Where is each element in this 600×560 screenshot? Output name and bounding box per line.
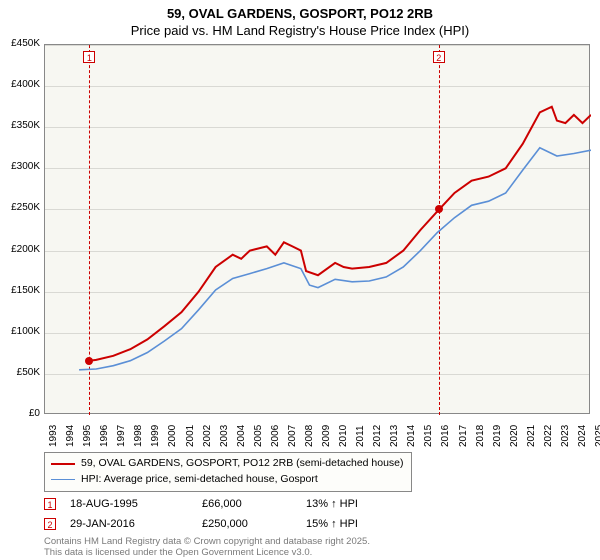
xtick-label: 1994 xyxy=(65,425,76,447)
xtick-label: 2008 xyxy=(304,425,315,447)
xtick-label: 2017 xyxy=(458,425,469,447)
xtick-label: 2007 xyxy=(287,425,298,447)
series-hpi xyxy=(79,148,591,370)
xtick-label: 2012 xyxy=(372,425,383,447)
ytick-label: £300K xyxy=(0,161,40,172)
plot-background: 12 xyxy=(44,44,590,414)
xtick-label: 2022 xyxy=(543,425,554,447)
xtick-label: 2016 xyxy=(440,425,451,447)
attribution-line1: Contains HM Land Registry data © Crown c… xyxy=(44,536,370,547)
xtick-label: 1993 xyxy=(48,425,59,447)
xtick-label: 2024 xyxy=(577,425,588,447)
xtick-label: 1996 xyxy=(99,425,110,447)
marker-box-2: 2 xyxy=(433,51,445,63)
ytick-label: £100K xyxy=(0,326,40,337)
chart-area: 12 xyxy=(44,44,590,414)
sale-date: 29-JAN-2016 xyxy=(70,518,188,530)
sale-pct: 15% ↑ HPI xyxy=(306,518,358,530)
ytick-label: £150K xyxy=(0,285,40,296)
xtick-label: 1995 xyxy=(82,425,93,447)
xtick-label: 2014 xyxy=(406,425,417,447)
ytick-label: £0 xyxy=(0,408,40,419)
ytick-label: £200K xyxy=(0,244,40,255)
title-line1: 59, OVAL GARDENS, GOSPORT, PO12 2RB xyxy=(0,6,600,23)
xtick-label: 2015 xyxy=(423,425,434,447)
chart-container: 59, OVAL GARDENS, GOSPORT, PO12 2RB Pric… xyxy=(0,0,600,560)
xtick-label: 1997 xyxy=(116,425,127,447)
sale-marker: 2 xyxy=(44,518,56,530)
attribution-line2: This data is licensed under the Open Gov… xyxy=(44,547,370,558)
ytick-label: £400K xyxy=(0,79,40,90)
xtick-label: 1999 xyxy=(150,425,161,447)
xtick-label: 2011 xyxy=(355,425,366,447)
legend-row: HPI: Average price, semi-detached house,… xyxy=(51,472,405,488)
xtick-label: 2019 xyxy=(492,425,503,447)
ytick-label: £350K xyxy=(0,120,40,131)
xtick-label: 2002 xyxy=(202,425,213,447)
xtick-label: 2000 xyxy=(167,425,178,447)
xtick-label: 2005 xyxy=(253,425,264,447)
ytick-label: £50K xyxy=(0,367,40,378)
xtick-label: 2021 xyxy=(526,425,537,447)
attribution: Contains HM Land Registry data © Crown c… xyxy=(44,536,370,559)
sale-price: £66,000 xyxy=(202,498,292,510)
title-line2: Price paid vs. HM Land Registry's House … xyxy=(0,23,600,40)
ytick-label: £450K xyxy=(0,38,40,49)
legend-label: 59, OVAL GARDENS, GOSPORT, PO12 2RB (sem… xyxy=(81,456,404,472)
xtick-label: 2013 xyxy=(389,425,400,447)
sale-row: 2 29-JAN-2016 £250,000 15% ↑ HPI xyxy=(44,514,358,534)
xtick-label: 2003 xyxy=(219,425,230,447)
legend-label: HPI: Average price, semi-detached house,… xyxy=(81,472,318,488)
xtick-label: 2023 xyxy=(560,425,571,447)
series-price_paid xyxy=(89,107,591,361)
sale-price: £250,000 xyxy=(202,518,292,530)
xtick-label: 2018 xyxy=(475,425,486,447)
xtick-label: 2006 xyxy=(270,425,281,447)
legend-swatch xyxy=(51,463,75,465)
legend: 59, OVAL GARDENS, GOSPORT, PO12 2RB (sem… xyxy=(44,452,412,492)
xtick-label: 2009 xyxy=(321,425,332,447)
legend-row: 59, OVAL GARDENS, GOSPORT, PO12 2RB (sem… xyxy=(51,456,405,472)
xtick-label: 1998 xyxy=(133,425,144,447)
plot-svg xyxy=(45,45,591,415)
sale-date: 18-AUG-1995 xyxy=(70,498,188,510)
xtick-label: 2025 xyxy=(594,425,600,447)
sale-row: 1 18-AUG-1995 £66,000 13% ↑ HPI xyxy=(44,494,358,514)
sale-rows: 1 18-AUG-1995 £66,000 13% ↑ HPI 2 29-JAN-2016… xyxy=(44,494,358,534)
marker-dot-2 xyxy=(435,205,443,213)
sale-pct: 13% ↑ HPI xyxy=(306,498,358,510)
xtick-label: 2004 xyxy=(236,425,247,447)
xtick-label: 2001 xyxy=(185,425,196,447)
marker-box-1: 1 xyxy=(83,51,95,63)
legend-swatch xyxy=(51,479,75,480)
xtick-label: 2020 xyxy=(509,425,520,447)
sale-marker: 1 xyxy=(44,498,56,510)
ytick-label: £250K xyxy=(0,202,40,213)
title-block: 59, OVAL GARDENS, GOSPORT, PO12 2RB Pric… xyxy=(0,0,600,40)
marker-dot-1 xyxy=(85,357,93,365)
xtick-label: 2010 xyxy=(338,425,349,447)
